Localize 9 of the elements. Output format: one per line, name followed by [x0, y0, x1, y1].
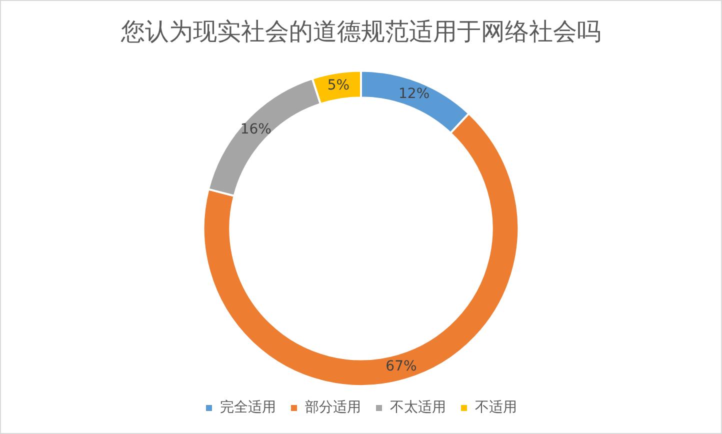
chart-title: 您认为现实社会的道德规范适用于网络社会吗: [120, 18, 601, 46]
data-label: 16%: [240, 121, 272, 138]
data-label: 12%: [398, 86, 430, 102]
legend-label: 完全适用: [220, 400, 276, 416]
data-label: 67%: [386, 358, 417, 375]
legend-label: 不适用: [475, 400, 517, 416]
data-label: 5%: [327, 78, 350, 94]
legend-label: 部分适用: [305, 400, 361, 416]
legend-label: 不太适用: [390, 400, 446, 416]
